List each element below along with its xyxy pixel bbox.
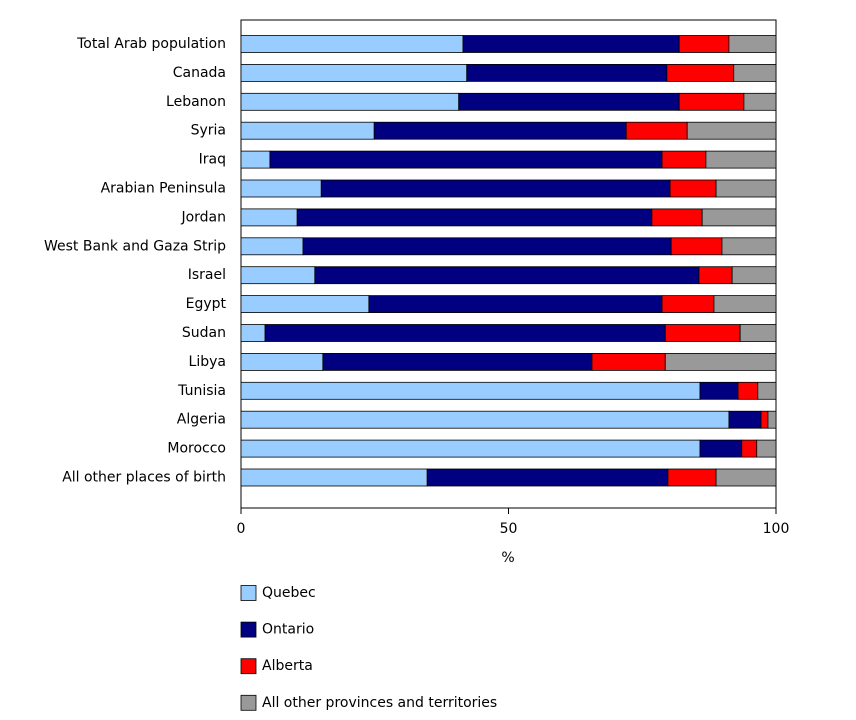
bar-segment (240, 410, 730, 429)
bar-segment (728, 410, 762, 429)
bar-segment (240, 324, 266, 342)
bar-segment (667, 468, 717, 487)
x-tick-label: 50 (500, 521, 518, 537)
bar-segment (741, 439, 758, 458)
bar-segment (737, 381, 759, 400)
bar-segment (240, 266, 316, 285)
y-tick-label: Total Arab population (76, 36, 226, 52)
bar-segment (731, 266, 777, 285)
bar-segment (760, 410, 769, 429)
y-tick-label: Canada (173, 65, 226, 81)
bar-segment (269, 150, 663, 169)
bar-segment (302, 237, 672, 256)
bar-segment (733, 64, 777, 82)
bar-segment (721, 237, 777, 256)
bar-segment (240, 35, 464, 53)
bar-segment (296, 208, 653, 227)
legend-label: Quebec (262, 585, 316, 601)
bar-segment (767, 410, 777, 429)
bar-segment (705, 150, 777, 169)
y-tick-label: Tunisia (177, 383, 226, 399)
bar-segment (368, 295, 663, 314)
bar-segment (756, 439, 777, 458)
bar-segment (320, 179, 671, 198)
legend-swatch (240, 621, 257, 638)
x-tick-label: 0 (237, 521, 246, 537)
bar-segment (458, 92, 680, 111)
bar-segment (591, 352, 666, 371)
bar-segment (240, 92, 460, 111)
bar-segment (240, 121, 375, 140)
bar-segment (240, 381, 701, 400)
bar-segment (462, 35, 680, 53)
bar-segment (701, 208, 777, 227)
bar-segment (743, 92, 777, 111)
bar-segment (373, 121, 627, 140)
y-tick-label: Arabian Peninsula (101, 181, 226, 197)
legend-swatch (240, 658, 257, 675)
bar-segment (678, 35, 730, 53)
bar-segment (666, 64, 735, 82)
bar-segment (713, 295, 777, 314)
bar-segment (664, 352, 777, 371)
bar-segment (699, 381, 739, 400)
bar-segment (240, 295, 370, 314)
legend-swatch (240, 694, 257, 711)
bar-segment (715, 468, 777, 487)
y-tick-label: Syria (191, 123, 226, 139)
y-tick-label: Libya (189, 354, 226, 370)
bar-segment (240, 237, 304, 256)
bar-segment (678, 92, 745, 111)
bar-segment (728, 35, 777, 53)
bar-segment (739, 324, 777, 342)
legend-label: Ontario (262, 622, 314, 638)
x-tick-label: 100 (763, 521, 790, 537)
bar-segment (240, 352, 324, 371)
bar-segment (240, 439, 701, 458)
bar-segment (715, 179, 777, 198)
bar-segment (686, 121, 777, 140)
bar-segment (625, 121, 688, 140)
y-tick-label: Lebanon (166, 94, 226, 110)
bar-segment (264, 324, 666, 342)
y-tick-label: West Bank and Gaza Strip (44, 238, 226, 254)
bar-segment (698, 266, 733, 285)
y-tick-label: Morocco (167, 441, 226, 457)
bar-segment (240, 64, 468, 82)
bar-segment (661, 150, 707, 169)
bar-segment (426, 468, 669, 487)
bar-segment (314, 266, 700, 285)
bar-segment (669, 179, 717, 198)
bar-segment (466, 64, 668, 82)
legend-swatch (240, 585, 257, 601)
y-tick-label: Israel (188, 267, 226, 283)
bar-segment (664, 324, 741, 342)
y-tick-label: Iraq (199, 152, 226, 168)
y-tick-label: Jordan (180, 209, 226, 225)
bar-segment (699, 439, 743, 458)
bar-segment (670, 237, 723, 256)
bar-segment (322, 352, 593, 371)
y-tick-label: Algeria (177, 412, 226, 428)
bar-segment (240, 150, 271, 169)
bar-segment (240, 468, 428, 487)
bar-segment (240, 208, 298, 227)
y-tick-label: All other places of birth (62, 470, 226, 486)
legend-label: All other provinces and territories (262, 695, 497, 711)
legend-label: Alberta (262, 658, 313, 674)
y-tick-label: Sudan (182, 325, 226, 341)
bar-segment (651, 208, 703, 227)
bar-segment (240, 179, 322, 198)
bar-segment (661, 295, 715, 314)
y-tick-label: Egypt (186, 296, 227, 312)
x-axis-label: % (501, 550, 514, 566)
bar-segment (757, 381, 777, 400)
